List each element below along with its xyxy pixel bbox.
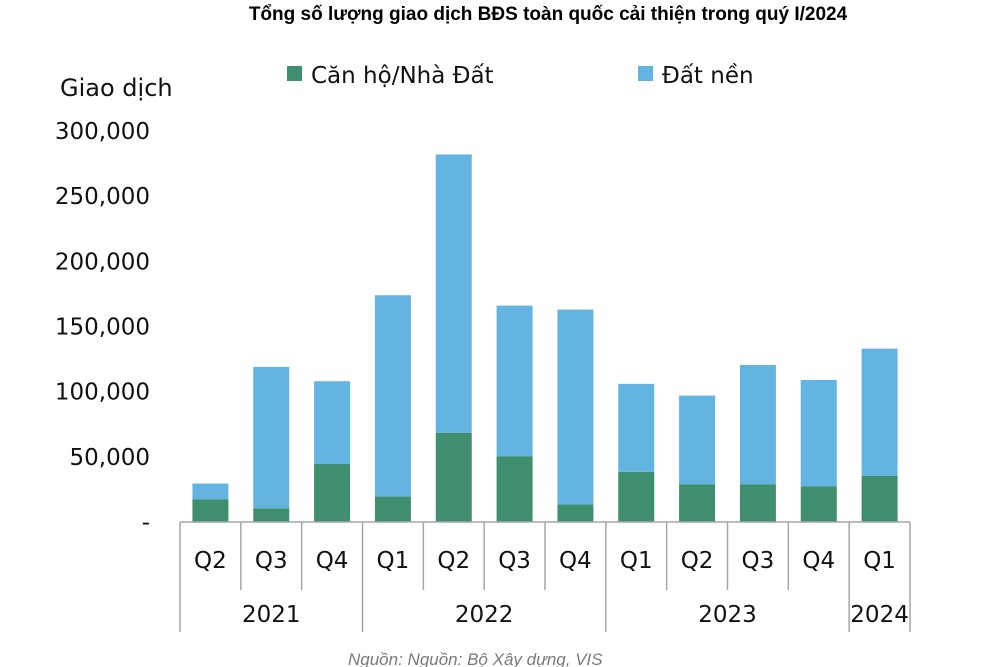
bar-segment-dat-nen [557,309,594,505]
year-group-label: 2021 [242,602,301,628]
bar-segment-can-ho [800,486,837,522]
bar-segment-dat-nen [861,348,898,476]
x-tick-label: Q3 [742,548,775,574]
bar-segment-dat-nen [618,383,655,472]
bar-segment-can-ho [374,496,411,522]
x-tick-label: Q4 [316,548,349,574]
y-tick-label: - [142,510,150,536]
bar-segment-dat-nen [192,483,229,500]
legend-label-dat-nen: Đất nền [662,63,754,89]
x-tick-label: Q3 [255,548,288,574]
bar-segment-dat-nen [739,364,776,485]
chart-title: Tổng số lượng giao dịch BĐS toàn quốc cả… [249,4,848,25]
year-group-label: 2024 [850,602,909,628]
bar-segment-can-ho [679,484,716,522]
bar-segment-can-ho [739,484,776,522]
year-group-label: 2023 [698,602,757,628]
bar-segment-dat-nen [314,381,351,465]
y-tick-label: 250,000 [55,184,150,210]
legend: Căn hộ/Nhà Đất Đất nền [287,63,754,89]
bar-segment-can-ho [435,432,472,522]
bar-segment-dat-nen [374,295,411,497]
y-tick-label: 300,000 [55,119,150,145]
bar-segment-dat-nen [435,154,472,433]
bar-segment-dat-nen [496,305,533,457]
y-tick-label: 200,000 [55,249,150,275]
bars [192,154,898,522]
bar-segment-dat-nen [679,395,716,485]
bar-segment-can-ho [557,504,594,522]
x-tick-label: Q2 [681,548,714,574]
x-tick-label: Q4 [802,548,835,574]
x-tick-label: Q1 [377,548,410,574]
x-tick-label: Q1 [863,548,896,574]
x-tick-label: Q1 [620,548,653,574]
bar-segment-can-ho [253,508,290,522]
x-axis: Q2 Q3 Q4 Q1 Q2 Q3 Q4 Q1 Q2 Q3 Q4 Q1 2021 2022 2023 2024 [179,521,911,632]
x-tick-label: Q3 [498,548,531,574]
bar-segment-can-ho [861,475,898,522]
bar-segment-dat-nen [253,366,290,509]
source-note: Nguồn: Nguồn: Bộ Xây dựng, VIS [348,650,603,667]
bar-segment-dat-nen [800,379,837,487]
bar-segment-can-ho [618,471,655,522]
bar-segment-can-ho [192,499,229,522]
bar-segment-can-ho [496,456,533,522]
y-axis-label: Giao dịch [60,74,173,102]
y-axis-ticks: - 50,000 100,000 150,000 200,000 250,000 300,0… [55,119,150,536]
legend-label-can-ho: Căn hộ/Nhà Đất [311,63,494,89]
x-tick-label: Q4 [559,548,592,574]
bar-segment-can-ho [314,464,351,522]
y-tick-label: 150,000 [55,315,150,341]
y-tick-label: 50,000 [70,445,150,471]
y-tick-label: 100,000 [55,380,150,406]
x-tick-label: Q2 [437,548,470,574]
legend-swatch-can-ho [287,66,302,81]
year-group-label: 2022 [455,602,514,628]
legend-swatch-dat-nen [638,66,653,81]
x-tick-label: Q2 [194,548,227,574]
